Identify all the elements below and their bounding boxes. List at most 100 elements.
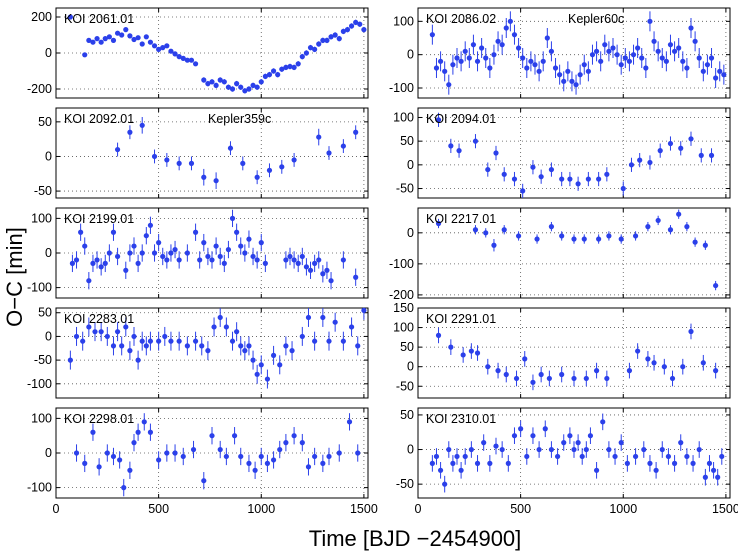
data-point bbox=[542, 426, 548, 432]
data-point bbox=[540, 58, 546, 64]
data-point bbox=[573, 82, 579, 88]
data-point bbox=[626, 368, 633, 374]
data-point bbox=[201, 174, 207, 180]
data-point bbox=[575, 440, 581, 446]
data-point bbox=[571, 446, 577, 453]
data-point bbox=[532, 62, 538, 68]
data-point bbox=[618, 440, 624, 446]
data-point bbox=[708, 55, 715, 61]
data-point bbox=[534, 236, 540, 242]
data-point bbox=[277, 446, 283, 453]
data-point bbox=[483, 230, 489, 236]
data-point bbox=[67, 357, 73, 363]
data-point bbox=[143, 343, 149, 349]
data-point bbox=[110, 453, 117, 460]
data-point bbox=[164, 450, 170, 456]
data-point bbox=[324, 267, 330, 273]
data-point bbox=[270, 457, 277, 463]
data-point bbox=[123, 27, 129, 33]
data-point bbox=[266, 72, 273, 78]
data-point bbox=[283, 440, 289, 446]
data-point bbox=[246, 343, 252, 349]
data-point bbox=[472, 227, 479, 233]
data-point bbox=[270, 68, 277, 74]
data-point bbox=[505, 460, 511, 466]
data-point bbox=[307, 267, 314, 273]
data-point bbox=[172, 51, 178, 57]
data-point bbox=[227, 145, 234, 151]
data-point bbox=[567, 433, 573, 439]
data-point bbox=[713, 75, 719, 81]
data-point bbox=[231, 433, 238, 439]
data-point bbox=[205, 348, 211, 354]
data-point bbox=[437, 58, 444, 64]
data-point bbox=[229, 338, 236, 344]
data-point bbox=[262, 260, 268, 266]
data-point bbox=[299, 333, 305, 340]
data-point bbox=[548, 446, 555, 453]
y-tick-label: 50 bbox=[38, 306, 52, 320]
data-point bbox=[346, 419, 353, 425]
data-point bbox=[479, 45, 485, 51]
data-point bbox=[585, 176, 591, 182]
data-point bbox=[119, 32, 125, 38]
data-point bbox=[639, 55, 645, 61]
y-tick-label: 0 bbox=[45, 149, 52, 163]
data-point bbox=[501, 171, 507, 177]
data-point bbox=[522, 356, 528, 362]
data-point bbox=[628, 162, 635, 168]
data-point bbox=[307, 45, 314, 51]
data-point bbox=[355, 450, 361, 456]
data-point bbox=[620, 185, 626, 192]
data-point bbox=[160, 253, 166, 260]
data-point bbox=[495, 368, 501, 374]
data-point bbox=[585, 68, 591, 74]
data-point bbox=[559, 176, 565, 182]
panel-7: -100 -50 0 50 KOI 2283.01 bbox=[27, 306, 369, 399]
data-point bbox=[279, 164, 285, 170]
panel-3: -50 0 50 KOI 2092.01 Kepler359c bbox=[34, 107, 369, 199]
data-point bbox=[131, 333, 137, 340]
data-point bbox=[513, 375, 520, 382]
data-point bbox=[275, 72, 281, 78]
data-point bbox=[647, 460, 653, 466]
data-point bbox=[429, 32, 435, 38]
data-point bbox=[143, 34, 149, 40]
data-point bbox=[139, 122, 145, 128]
data-point bbox=[665, 453, 672, 460]
data-point bbox=[254, 257, 260, 263]
y-tick-label: 100 bbox=[393, 321, 414, 335]
data-point bbox=[596, 236, 602, 242]
data-point bbox=[676, 211, 682, 217]
panel-title: KOI 2310.01 bbox=[426, 412, 496, 426]
data-point bbox=[217, 253, 223, 260]
data-point bbox=[702, 474, 708, 480]
data-point bbox=[213, 243, 219, 249]
data-point bbox=[544, 35, 550, 41]
data-point bbox=[184, 57, 190, 63]
data-point bbox=[94, 257, 100, 263]
data-point bbox=[164, 157, 170, 163]
data-point bbox=[250, 82, 256, 88]
data-point bbox=[246, 86, 252, 92]
data-point bbox=[606, 233, 612, 239]
data-point bbox=[524, 453, 530, 460]
plot-frame bbox=[417, 207, 731, 299]
y-tick-label: -200 bbox=[27, 82, 52, 96]
y-tick-label: 0 bbox=[407, 48, 414, 62]
y-tick-label: 50 bbox=[400, 340, 414, 354]
y-tick-label: -100 bbox=[389, 81, 414, 95]
data-point bbox=[353, 274, 359, 280]
x-tick-label: 1500 bbox=[712, 502, 738, 516]
data-point bbox=[180, 453, 186, 460]
data-point bbox=[160, 45, 166, 51]
data-point bbox=[127, 250, 133, 256]
data-point bbox=[123, 267, 129, 273]
data-point bbox=[320, 37, 326, 44]
data-point bbox=[303, 264, 310, 270]
data-point bbox=[156, 240, 162, 246]
data-point bbox=[462, 453, 468, 460]
data-point bbox=[437, 467, 444, 473]
data-point bbox=[176, 257, 182, 263]
data-point bbox=[446, 82, 452, 88]
